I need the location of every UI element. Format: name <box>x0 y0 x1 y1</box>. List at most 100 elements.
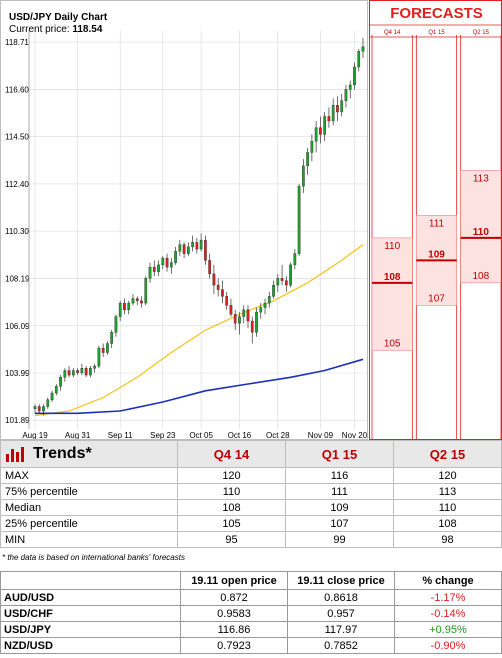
candle <box>165 253 169 272</box>
fx-change: -0.90% <box>394 637 502 654</box>
candle <box>114 314 118 337</box>
candle <box>46 397 50 409</box>
candle <box>50 390 54 403</box>
trends-cell: 107 <box>285 515 394 532</box>
x-tick-label: Nov 20 <box>342 431 368 440</box>
fx-row: USD/JPY 116.86 117.97 +0.95% <box>0 621 502 638</box>
candle <box>123 298 126 315</box>
trends-row-label: Median <box>0 499 178 516</box>
candle <box>212 264 216 295</box>
current-price-value: 118.54 <box>72 24 103 35</box>
candle <box>199 233 203 252</box>
candle <box>344 84 348 108</box>
x-tick-label: Oct 05 <box>189 431 213 440</box>
trends-cell: 113 <box>393 483 502 500</box>
fx-pair: NZD/USD <box>0 637 181 654</box>
candle <box>93 363 96 373</box>
forecast-col-label: Q4 14 <box>384 30 401 36</box>
candle <box>302 159 305 193</box>
candle <box>42 404 45 416</box>
candle <box>63 368 67 382</box>
fx-row: USD/CHF 0.9583 0.957 -0.14% <box>0 605 502 622</box>
fx-col-open: 19.11 open price <box>180 571 288 590</box>
forecast-median-label: 109 <box>428 249 445 260</box>
chart-canvas: 118.71 116.60 114.50 112.40 110.30 108.19 106.… <box>5 31 368 440</box>
fx-col-pair <box>0 571 181 590</box>
trends-row-label: 25% percentile <box>0 515 178 532</box>
candle <box>148 262 152 283</box>
trends-col-q1-15: Q1 15 <box>285 440 394 468</box>
trends-row: MAX 120 116 120 <box>0 467 502 484</box>
candle <box>310 134 314 162</box>
candle <box>131 294 135 306</box>
candle <box>127 300 131 315</box>
forecast-max-label: 111 <box>429 218 445 229</box>
trends-body: MAX 120 116 120 75% percentile 110 111 113 Media… <box>0 467 502 548</box>
trends-cell: 110 <box>177 483 286 500</box>
trends-cell: 105 <box>177 515 286 532</box>
candle <box>280 264 284 286</box>
candle <box>327 107 331 128</box>
moving-average-line-long <box>35 358 364 415</box>
candle <box>323 111 327 142</box>
fx-open: 0.7923 <box>180 637 288 654</box>
trends-col-q2-15: Q2 15 <box>393 440 502 468</box>
fx-close: 0.957 <box>287 605 395 622</box>
candle <box>140 296 143 308</box>
candle <box>71 368 75 378</box>
candle <box>118 300 122 322</box>
candle <box>340 93 344 117</box>
x-tick-label: Sep 23 <box>150 431 176 440</box>
trends-cell: 120 <box>393 467 502 484</box>
forecast-panel: Q4 14 Q1 15 Q2 15 110 108 105 111 109 107 113 110 1… <box>369 0 502 440</box>
forecast-col-label: Q1 15 <box>428 30 445 36</box>
candle <box>169 258 173 274</box>
fx-pair: USD/CHF <box>0 605 181 622</box>
candle <box>76 368 79 376</box>
candle <box>195 237 199 254</box>
forecast-median-label: 108 <box>384 272 401 283</box>
trends-row: Median 108 109 110 <box>0 499 502 516</box>
trends-title-cell: Trends* <box>0 440 178 468</box>
trends-row: MIN 95 99 98 <box>0 531 502 548</box>
candle <box>101 343 105 358</box>
x-tick-label: Sep 11 <box>108 431 133 440</box>
current-price-label: Current price: <box>9 24 70 35</box>
fx-table: 19.11 open price 19.11 close price % cha… <box>0 571 502 654</box>
candle <box>238 312 241 335</box>
fx-header: 19.11 open price 19.11 close price % cha… <box>0 571 502 590</box>
trends-cell: 111 <box>285 483 394 500</box>
fx-change: -0.14% <box>394 605 502 622</box>
candle <box>144 276 148 306</box>
candle <box>267 291 271 308</box>
forecast-max-label: 110 <box>384 241 400 252</box>
fx-change: -1.17% <box>394 589 502 606</box>
chart-title: USD/JPY Daily Chart <box>9 12 108 23</box>
trends-cell: 109 <box>285 499 394 516</box>
trends-cell: 110 <box>393 499 502 516</box>
forecast-header-band <box>370 1 501 35</box>
y-tick-label: 106.09 <box>5 322 30 331</box>
candle <box>306 147 309 175</box>
candle <box>242 305 246 324</box>
candle <box>229 298 233 317</box>
candle <box>289 262 292 288</box>
candle <box>191 235 194 252</box>
candle <box>54 384 58 396</box>
trends-header: Trends* Q4 14 Q1 15 Q2 15 <box>0 440 502 468</box>
trends-col-q4-14: Q4 14 <box>177 440 286 468</box>
candle <box>336 96 339 121</box>
current-price: Current price: 118.54 <box>9 24 102 35</box>
price-chart: 118.71 116.60 114.50 112.40 110.30 108.19 106.… <box>0 0 368 440</box>
bar-chart-icon <box>6 446 24 462</box>
trends-cell: 99 <box>285 531 394 548</box>
fx-close: 117.97 <box>287 621 395 638</box>
candle <box>259 303 263 319</box>
y-tick-label: 118.71 <box>5 38 29 47</box>
candle <box>216 278 220 297</box>
fx-row: AUD/USD 0.872 0.8618 -1.17% <box>0 589 502 606</box>
candle <box>255 307 258 337</box>
candle <box>314 120 318 153</box>
candle <box>293 249 297 270</box>
candle <box>246 305 250 328</box>
